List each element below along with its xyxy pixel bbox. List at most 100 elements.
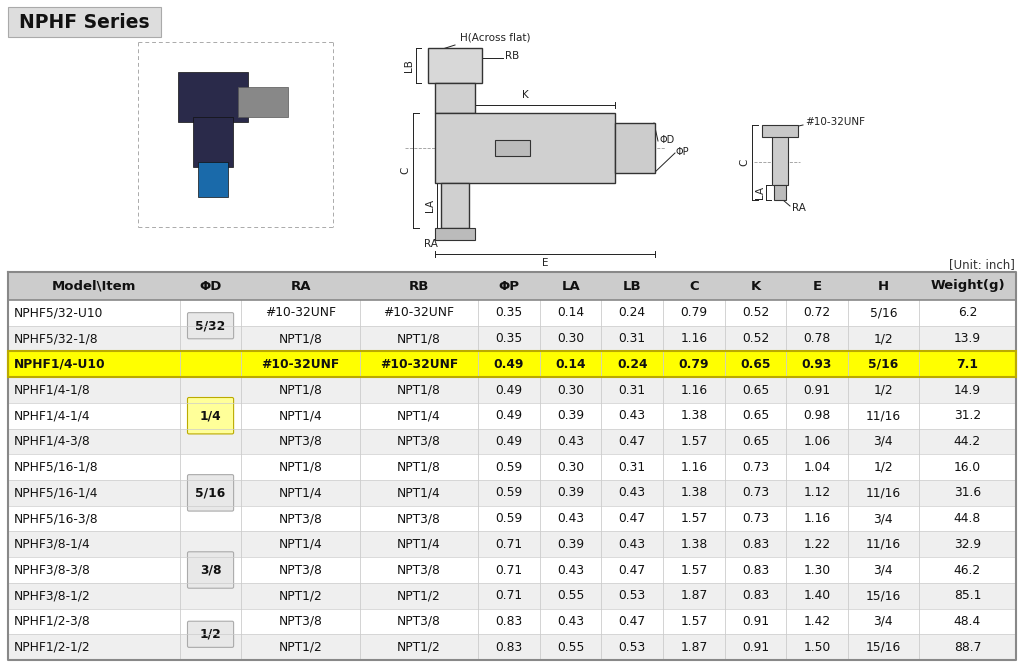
Text: NPT1/4: NPT1/4 xyxy=(279,409,323,422)
FancyBboxPatch shape xyxy=(187,552,233,589)
Text: #10-32UNF: #10-32UNF xyxy=(384,307,455,319)
Text: 1.16: 1.16 xyxy=(680,461,708,473)
Bar xyxy=(8,505,1016,531)
Text: 1.57: 1.57 xyxy=(680,512,708,525)
Text: RA: RA xyxy=(792,203,806,213)
Text: 0.53: 0.53 xyxy=(618,640,646,654)
Text: 0.39: 0.39 xyxy=(557,409,585,422)
Text: 1.40: 1.40 xyxy=(804,589,830,602)
Text: NPHF5/16-1/4: NPHF5/16-1/4 xyxy=(14,486,98,499)
Text: 0.43: 0.43 xyxy=(557,563,585,577)
Text: K: K xyxy=(521,90,528,100)
Text: NPT3/8: NPT3/8 xyxy=(397,615,441,628)
Text: 0.47: 0.47 xyxy=(618,435,646,448)
Text: 11/16: 11/16 xyxy=(865,409,901,422)
Text: 0.43: 0.43 xyxy=(557,435,585,448)
Text: 31.2: 31.2 xyxy=(954,409,981,422)
Text: #10-32UNF: #10-32UNF xyxy=(265,307,336,319)
Text: 1.57: 1.57 xyxy=(680,435,708,448)
Text: 0.55: 0.55 xyxy=(557,589,585,602)
Text: NPHF3/8-3/8: NPHF3/8-3/8 xyxy=(14,563,91,577)
Text: NPHF5/16-1/8: NPHF5/16-1/8 xyxy=(14,461,98,473)
Text: 11/16: 11/16 xyxy=(865,486,901,499)
Text: 0.43: 0.43 xyxy=(557,615,585,628)
Text: NPHF3/8-1/2: NPHF3/8-1/2 xyxy=(14,589,91,602)
Text: 0.91: 0.91 xyxy=(741,615,769,628)
Text: NPT1/2: NPT1/2 xyxy=(397,640,441,654)
Text: 0.73: 0.73 xyxy=(741,512,769,525)
Bar xyxy=(178,72,248,122)
Text: [Unit: inch]: [Unit: inch] xyxy=(949,259,1015,271)
Text: C: C xyxy=(400,167,410,174)
Text: 0.72: 0.72 xyxy=(804,307,830,319)
FancyBboxPatch shape xyxy=(187,475,233,511)
Text: 0.35: 0.35 xyxy=(496,307,522,319)
Text: NPT1/4: NPT1/4 xyxy=(397,538,441,551)
Text: 0.52: 0.52 xyxy=(741,307,769,319)
Text: 0.14: 0.14 xyxy=(557,307,585,319)
Text: LA: LA xyxy=(425,199,435,212)
Text: 1.42: 1.42 xyxy=(804,615,830,628)
Bar xyxy=(772,130,788,185)
Bar xyxy=(8,557,1016,583)
Text: 1.38: 1.38 xyxy=(680,409,708,422)
Bar xyxy=(435,228,475,240)
Text: 48.4: 48.4 xyxy=(953,615,981,628)
Text: NPHF1/4-3/8: NPHF1/4-3/8 xyxy=(14,435,91,448)
Text: 0.71: 0.71 xyxy=(496,563,522,577)
Bar xyxy=(435,113,615,183)
Text: NPT1/4: NPT1/4 xyxy=(397,409,441,422)
Text: 1.22: 1.22 xyxy=(804,538,830,551)
Text: 0.65: 0.65 xyxy=(740,358,771,371)
Text: 1.04: 1.04 xyxy=(804,461,830,473)
Text: 0.47: 0.47 xyxy=(618,512,646,525)
Text: 1/2: 1/2 xyxy=(200,628,221,641)
Text: 0.35: 0.35 xyxy=(496,332,522,345)
Text: NPT1/2: NPT1/2 xyxy=(397,589,441,602)
Text: NPHF Series: NPHF Series xyxy=(19,13,150,31)
Text: 1.16: 1.16 xyxy=(680,384,708,396)
Text: NPHF1/4-1/4: NPHF1/4-1/4 xyxy=(14,409,91,422)
Text: #10-32UNF: #10-32UNF xyxy=(261,358,340,371)
Text: 1.57: 1.57 xyxy=(680,615,708,628)
Text: C: C xyxy=(689,279,698,293)
Text: 0.53: 0.53 xyxy=(618,589,646,602)
Text: 1.16: 1.16 xyxy=(804,512,830,525)
Text: 0.47: 0.47 xyxy=(618,615,646,628)
Text: 0.49: 0.49 xyxy=(494,358,524,371)
Text: Model\Item: Model\Item xyxy=(51,279,136,293)
Text: NPT1/8: NPT1/8 xyxy=(279,461,323,473)
Text: 1.57: 1.57 xyxy=(680,563,708,577)
Bar xyxy=(193,117,233,167)
Text: 0.91: 0.91 xyxy=(741,640,769,654)
Text: 0.31: 0.31 xyxy=(618,384,646,396)
Text: NPT3/8: NPT3/8 xyxy=(397,435,441,448)
Text: RB: RB xyxy=(409,279,429,293)
Text: 0.24: 0.24 xyxy=(617,358,647,371)
Text: 14.9: 14.9 xyxy=(954,384,981,396)
Text: 1.87: 1.87 xyxy=(680,640,708,654)
Text: 0.59: 0.59 xyxy=(496,486,522,499)
Text: 15/16: 15/16 xyxy=(865,589,901,602)
Text: C: C xyxy=(739,159,749,166)
Text: 0.83: 0.83 xyxy=(741,538,769,551)
Text: 1/4: 1/4 xyxy=(200,409,221,422)
Text: NPT1/4: NPT1/4 xyxy=(279,486,323,499)
Text: 0.49: 0.49 xyxy=(496,435,522,448)
Text: ΦP: ΦP xyxy=(676,147,689,157)
Text: NPT3/8: NPT3/8 xyxy=(279,563,323,577)
Text: 0.79: 0.79 xyxy=(680,307,708,319)
Text: 0.73: 0.73 xyxy=(741,486,769,499)
Bar xyxy=(8,608,1016,634)
Bar xyxy=(435,83,475,113)
Bar xyxy=(8,351,1016,377)
Text: 0.43: 0.43 xyxy=(618,409,646,422)
Bar xyxy=(8,326,1016,351)
Text: 1.87: 1.87 xyxy=(680,589,708,602)
Text: NPT1/8: NPT1/8 xyxy=(397,332,441,345)
Text: 3/4: 3/4 xyxy=(873,512,893,525)
Text: 88.7: 88.7 xyxy=(953,640,981,654)
Text: NPHF3/8-1/4: NPHF3/8-1/4 xyxy=(14,538,91,551)
Bar xyxy=(495,140,530,156)
FancyBboxPatch shape xyxy=(187,313,233,338)
